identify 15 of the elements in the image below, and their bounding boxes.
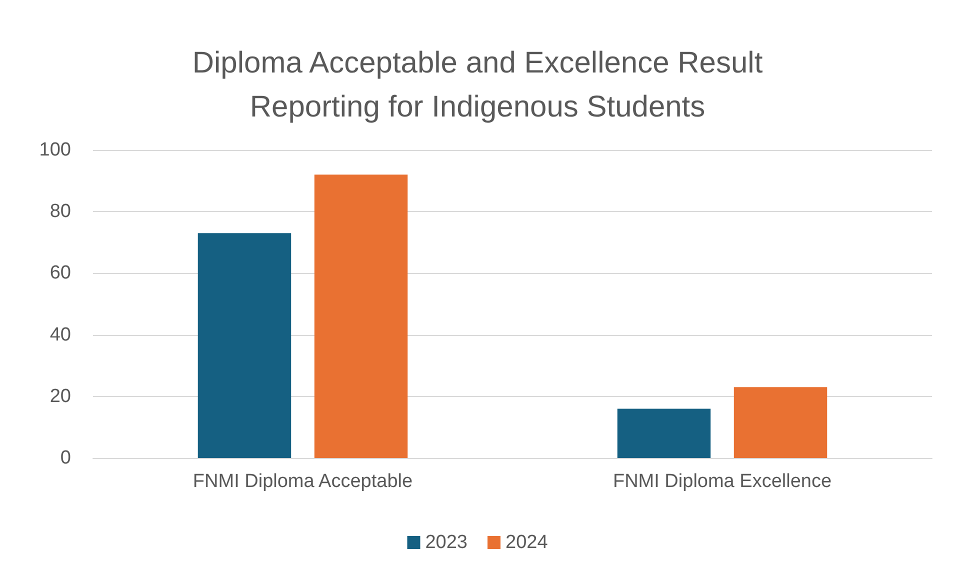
bar: [314, 174, 408, 458]
chart-title: Diploma Acceptable and Excellence Result Reporting for Indigenous Students: [192, 46, 764, 124]
y-tick-label: 100: [39, 140, 71, 160]
y-tick-label: 80: [50, 201, 71, 222]
bar: [198, 233, 292, 458]
bar: [617, 408, 711, 458]
y-tick-label: 20: [50, 386, 71, 407]
y-tick-label: 40: [50, 324, 71, 346]
x-tick-label: FNMI Diploma Excellence: [612, 471, 832, 492]
legend-label: 2024: [506, 532, 548, 553]
x-tick-label: FNMI Diploma Acceptable: [192, 471, 413, 492]
bar: [734, 387, 828, 458]
legend-label: 2023: [425, 532, 468, 553]
y-tick-label: 60: [50, 262, 71, 284]
y-tick-label: 0: [60, 448, 71, 468]
